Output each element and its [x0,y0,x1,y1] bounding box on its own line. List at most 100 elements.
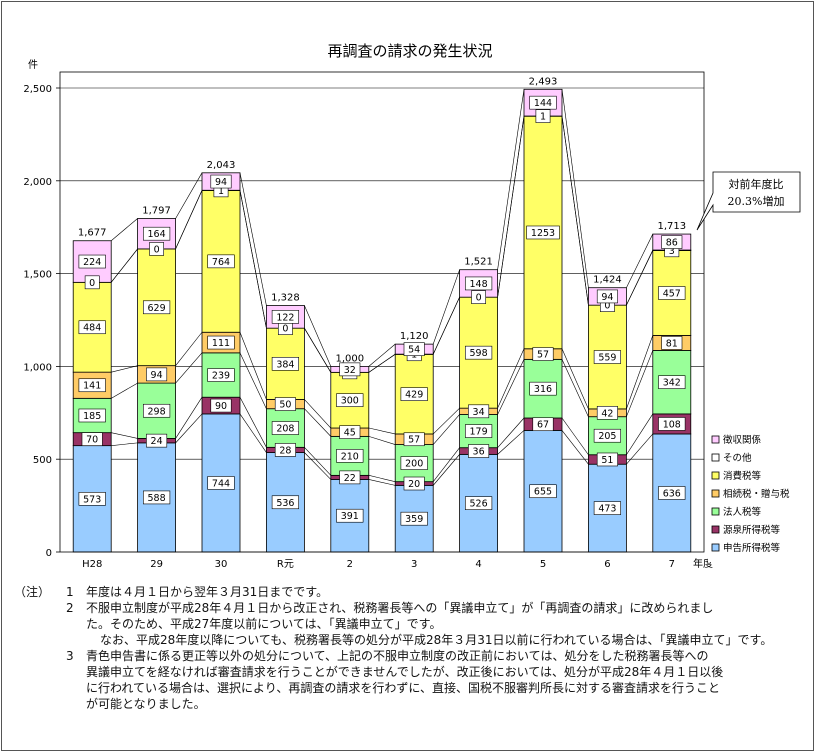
value-label: 457 [663,288,681,299]
value-label: 359 [405,514,423,525]
value-label-box [529,484,557,499]
value-label: 144 [534,98,552,109]
value-label-box [146,433,168,448]
value-label: 536 [276,498,294,509]
x-tick-label: R元 [277,559,294,570]
value-label: 210 [341,451,359,462]
value-label-box [274,443,296,457]
connector-line [111,432,138,439]
value-label: 598 [470,348,488,359]
connector-line [175,413,203,444]
value-label: 316 [534,384,552,395]
plot-area [59,71,705,553]
value-label-box [532,347,554,361]
value-label-box [271,421,300,435]
connector-line [239,413,267,453]
value-label: 300 [341,396,359,407]
stacked-bar-chart: 再調査の請求の発生状況 件 年度 1,6771,7972,0431,3281,0… [23,42,804,570]
legend-swatch [711,507,720,516]
connector-line [626,249,654,306]
note-text: 異議申立てを経なければ審査請求を行うことができませんでしたが、改正後においては、… [86,665,724,679]
note-number: 2 [66,601,74,615]
value-label: 391 [341,511,359,522]
connector-line [626,350,654,417]
connector-line [175,190,203,250]
total-label: 2,493 [529,76,558,87]
total-label: 1,677 [78,228,107,239]
connector-line [304,452,332,480]
connector-line [111,382,138,399]
value-label: 629 [148,303,166,314]
value-label-box [658,486,686,500]
value-label: 34 [473,407,485,418]
value-label: 94 [151,370,163,381]
legend-label: その他 [723,452,752,464]
value-label-box [529,95,557,110]
value-label: 45 [344,428,356,439]
value-label: 179 [470,427,488,438]
connector-line [432,297,460,355]
value-label: 0 [604,301,610,312]
value-label-box [464,276,493,291]
value-label: 81 [666,338,678,349]
note-3: 3 青色申告書に係る更正等以外の処分について、上記の不服申立制度の改正前において… [14,648,804,664]
value-label: 3 [669,246,675,257]
connector-line [175,172,203,219]
note-text: 不服申立制度が平成28年４月１日から改正され、税務署長等への「異議申立て」が「再… [86,601,714,615]
legend-label: 徴収関係 [723,434,762,446]
value-label: 239 [212,371,230,382]
value-label-box [78,408,106,423]
note-2: 2 不服申立制度が平成28年４月１日から改正され、税務署長等への「異議申立て」が… [14,600,804,616]
connector-line [304,447,332,476]
value-label-box [529,381,557,396]
connector-line [239,352,267,409]
note-number: 1 [66,585,74,599]
connector-line [368,475,396,482]
connector-line [368,427,396,435]
x-tick-label: 30 [215,559,228,570]
value-label-box [468,404,490,419]
connector-line [561,115,589,306]
callout-box [696,171,801,231]
value-label: 90 [215,401,227,412]
value-label: 94 [601,292,613,303]
x-tick-label: 4 [475,559,481,570]
value-label-box [81,432,103,446]
value-label: 111 [212,338,230,349]
value-label-box [149,242,164,256]
value-label: 0 [282,324,288,335]
value-label-box [532,417,554,432]
value-label: 1253 [531,228,555,239]
value-label-box [143,300,171,315]
connector-line [110,248,138,283]
connector-line [497,430,525,455]
value-label-box [596,405,618,420]
connector-line [304,305,332,367]
connector-line [497,89,525,270]
total-label: 2,043 [207,160,236,171]
value-label-box [468,444,490,458]
value-label-box [400,511,428,526]
value-labels: 1,677 1,797 2,043 1,328 1,000 1,120 1,521 2,493… [78,76,686,526]
value-label: 559 [598,353,616,364]
value-label: 1 [540,112,546,123]
value-label-box [464,345,493,360]
value-label: 148 [470,279,488,290]
value-label: 0 [476,293,482,304]
value-label: 484 [83,323,101,334]
value-label-box [339,425,361,439]
value-label-box [661,235,683,249]
y-tick-label: 2,000 [23,177,52,188]
value-label: 636 [663,488,681,499]
value-label-box [271,310,300,324]
value-label-box [336,449,364,463]
value-label: 141 [83,381,101,392]
note-1: （注） 1 年度は４月１日から翌年３月31日までです。 [14,584,804,600]
chart-title: 再調査の請求の発生状況 [327,42,492,60]
value-label: 205 [598,431,616,442]
total-label: 1,000 [335,353,364,364]
value-label-box [596,289,618,304]
value-label-box [271,357,300,371]
connector-line [626,413,654,455]
